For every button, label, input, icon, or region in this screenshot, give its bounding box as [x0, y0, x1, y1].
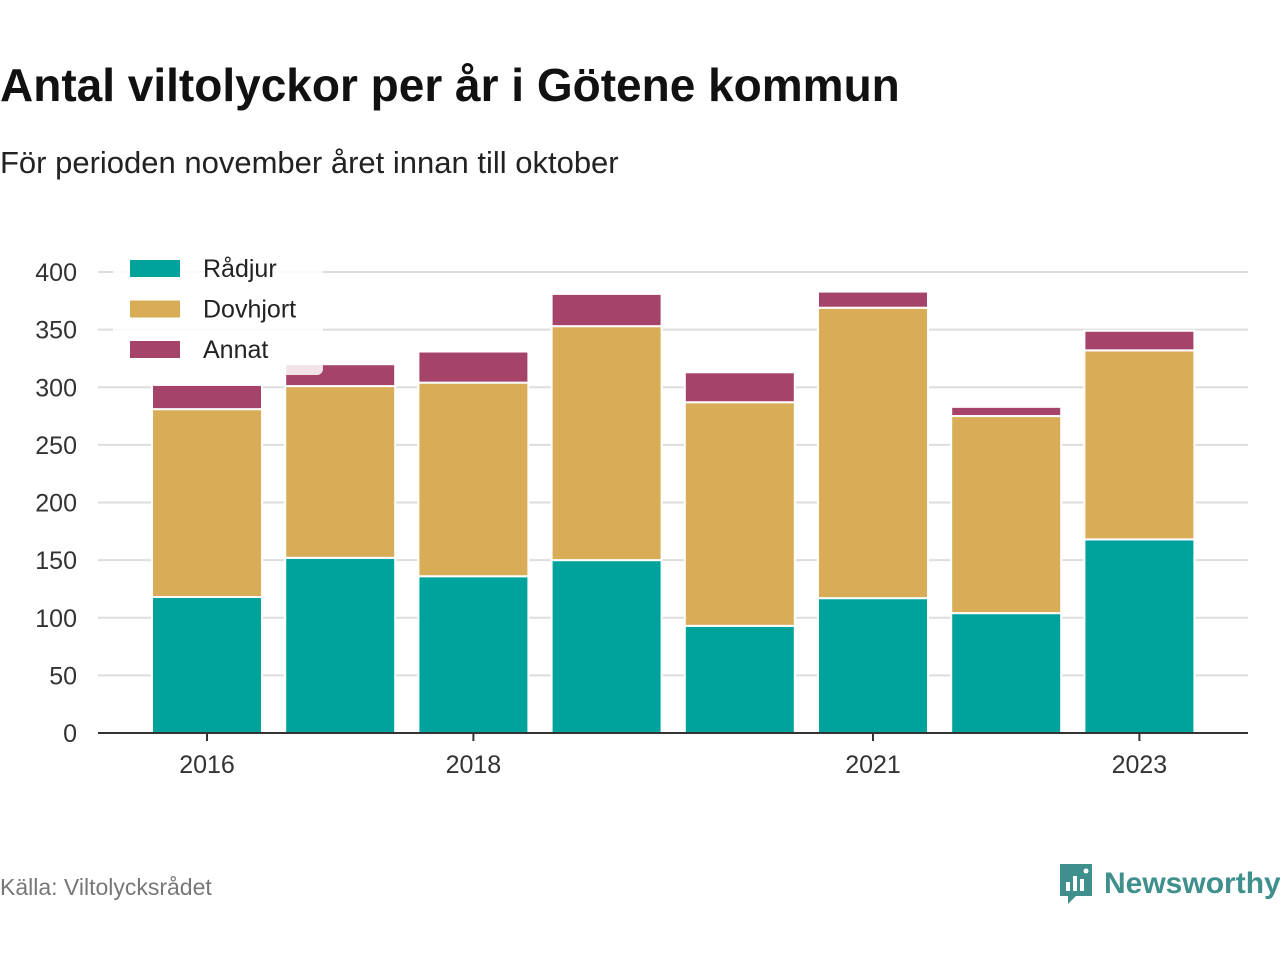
chart-subtitle: För perioden november året innan till ok…: [0, 145, 619, 180]
y-tick-label: 400: [35, 259, 77, 287]
bar-2016-dovhjort: [151, 408, 263, 599]
bar-2021-annat: [817, 290, 929, 309]
x-axis-ticks: 2016 2018 2021 2023: [179, 733, 1167, 779]
bar-2019-rådjur: [550, 559, 663, 734]
legend: Rådjur Dovhjort Annat: [113, 250, 323, 375]
bar-2021-dovhjort: [817, 306, 929, 600]
legend-label: Rådjur: [203, 255, 277, 283]
x-tick-label: 2021: [845, 751, 901, 779]
bar-2016-annat: [151, 383, 263, 411]
brand-logo: Newsworthy: [1058, 862, 1280, 906]
bar-2018-dovhjort: [417, 381, 530, 578]
legend-label: Dovhjort: [203, 296, 296, 324]
y-tick-label: 50: [49, 662, 77, 690]
stacked-bar-chart: 0 50 100 150 200 250 300 350 400 2016 2018 2021 202…: [35, 250, 1248, 779]
bar-2023-annat: [1083, 329, 1196, 352]
x-tick-label: 2018: [446, 751, 502, 779]
bar-2017-dovhjort: [284, 385, 397, 559]
x-tick-label: 2016: [179, 751, 235, 779]
bar-2020-annat: [683, 371, 796, 404]
legend-swatch-rådjur: [130, 260, 180, 277]
bar-2022-annat: [950, 405, 1063, 418]
legend-swatch-dovhjort: [130, 300, 180, 318]
chart-title: Antal viltolyckor per år i Götene kommun: [0, 59, 900, 111]
y-axis-ticks: 0 50 100 150 200 250 300 350 400: [35, 259, 77, 748]
y-tick-label: 350: [35, 317, 77, 345]
bar-2020-rådjur: [683, 624, 796, 735]
legend-swatch-annat: [130, 341, 180, 358]
bar-2022-rådjur: [950, 612, 1063, 735]
bar-2018-annat: [417, 350, 530, 384]
y-tick-label: 300: [35, 374, 77, 402]
bar-2016-rådjur: [151, 596, 263, 734]
bar-2023-dovhjort: [1083, 349, 1196, 541]
x-tick-label: 2023: [1112, 751, 1168, 779]
bar-2017-rådjur: [284, 556, 397, 734]
bar-chart-speech-bubble-icon: [1060, 864, 1092, 904]
bar-2020-dovhjort: [683, 401, 796, 627]
bar-2023-rådjur: [1083, 538, 1196, 734]
y-tick-label: 0: [63, 720, 77, 748]
y-tick-label: 100: [35, 605, 77, 633]
brand-name: Newsworthy: [1104, 867, 1280, 900]
y-tick-label: 250: [35, 432, 77, 460]
source-note: Källa: Viltolycksrådet: [0, 874, 212, 900]
y-tick-label: 200: [35, 490, 77, 518]
legend-label: Annat: [203, 336, 268, 364]
bar-2022-dovhjort: [950, 415, 1063, 615]
y-tick-label: 150: [35, 547, 77, 575]
bar-2019-dovhjort: [550, 325, 663, 562]
bars: [151, 290, 1196, 735]
bar-2019-annat: [550, 292, 663, 328]
bar-2018-rådjur: [417, 575, 530, 735]
bar-2021-rådjur: [817, 597, 929, 734]
